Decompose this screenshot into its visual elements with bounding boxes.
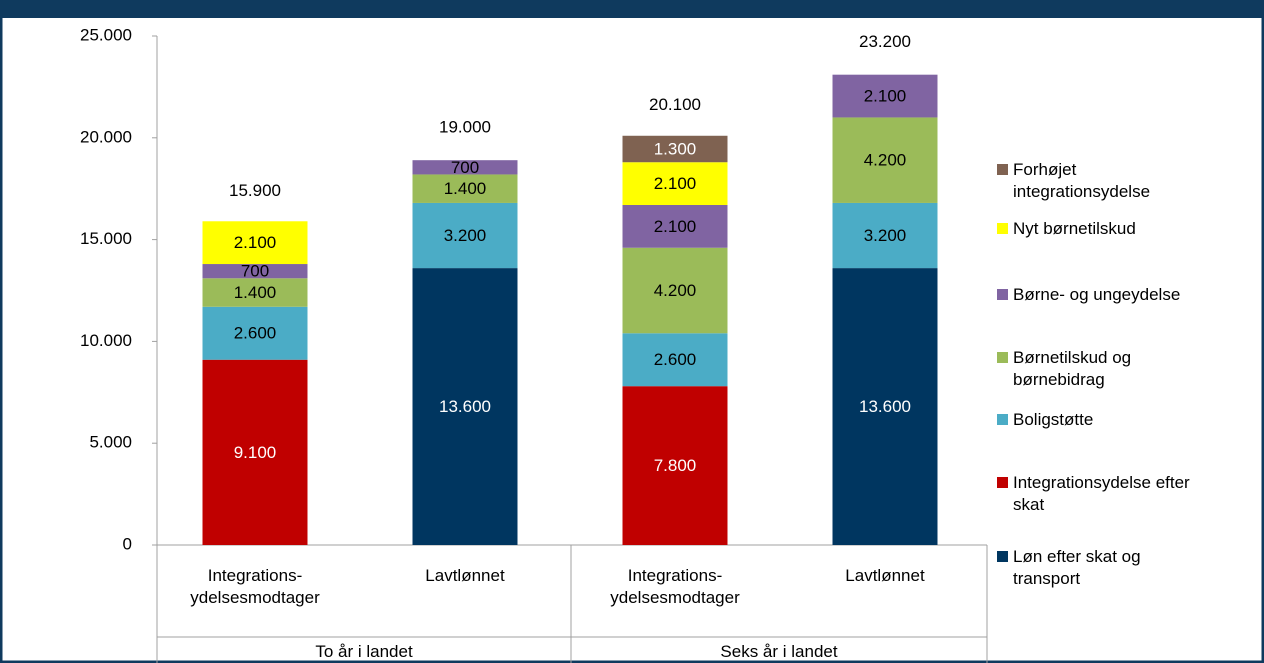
data-label: 2.100 <box>654 217 697 236</box>
bar-segment <box>202 278 308 307</box>
y-tick-label: 5.000 <box>89 433 132 452</box>
bar-segment <box>832 117 938 203</box>
bar-segment <box>202 264 308 279</box>
bar-segment <box>622 386 728 545</box>
data-label: 1.400 <box>444 179 487 198</box>
data-label: 2.100 <box>654 174 697 193</box>
legend-label: Løn efter skat og transport <box>1013 547 1141 588</box>
legend-label: Børne- og ungeydelse <box>1013 285 1181 304</box>
bar-segment <box>832 268 938 545</box>
data-label: 3.200 <box>864 226 907 245</box>
x-tick-label: Lavtlønnet <box>845 566 925 585</box>
bar-segment <box>412 174 518 203</box>
data-label: 4.200 <box>654 281 697 300</box>
legend-swatch <box>997 223 1008 234</box>
bar-segment <box>622 204 728 248</box>
legend-swatch <box>997 352 1008 363</box>
total-label: 20.100 <box>649 95 701 114</box>
header-band <box>0 0 1264 18</box>
legend-swatch <box>997 551 1008 562</box>
x-tick-label: Integrations-ydelsesmodtager <box>610 566 740 607</box>
legend-swatch <box>997 477 1008 488</box>
legend-label: Børnetilskud og børnebidrag <box>1013 348 1132 389</box>
data-label: 700 <box>451 158 479 177</box>
data-label: 13.600 <box>859 397 911 416</box>
data-label: 2.100 <box>234 233 277 252</box>
total-label: 19.000 <box>439 118 491 137</box>
data-label: 9.100 <box>234 443 277 462</box>
bar-segment <box>622 333 728 387</box>
bar-segment <box>832 202 938 269</box>
x-tick-label: Integrations-ydelsesmodtager <box>190 566 320 607</box>
legend-swatch <box>997 164 1008 175</box>
total-label: 15.900 <box>229 181 281 200</box>
legend-label: Forhøjet integrationsydelse <box>1013 160 1151 201</box>
bar-segment <box>832 74 938 118</box>
bar-segment <box>622 162 728 205</box>
y-tick-label: 20.000 <box>80 127 132 146</box>
y-tick-label: 10.000 <box>80 331 132 350</box>
bar-segment <box>412 160 518 175</box>
bar-segment <box>202 221 308 265</box>
group-label: To år i landet <box>315 642 413 661</box>
data-label: 4.200 <box>864 151 907 170</box>
bar-segment <box>202 359 308 545</box>
data-label: 13.600 <box>439 397 491 416</box>
x-tick-label: Lavtlønnet <box>425 566 505 585</box>
legend-swatch <box>997 289 1008 300</box>
data-label: 700 <box>241 262 269 281</box>
y-tick-label: 0 <box>123 534 132 553</box>
bar-segment <box>412 268 518 545</box>
bar-segment <box>622 135 728 163</box>
data-label: 7.800 <box>654 456 697 475</box>
data-label: 3.200 <box>444 226 487 245</box>
y-tick-label: 15.000 <box>80 229 132 248</box>
group-label: Seks år i landet <box>720 642 838 661</box>
legend-label: Boligstøtte <box>1013 410 1094 429</box>
bar-segment <box>622 247 728 334</box>
bar-segment <box>202 306 308 360</box>
legend-label: Nyt børnetilskud <box>1013 219 1136 238</box>
data-label: 2.600 <box>234 324 277 343</box>
y-tick-label: 25.000 <box>80 25 132 44</box>
bar-segment <box>412 202 518 269</box>
data-label: 1.300 <box>654 139 697 158</box>
legend-label: Integrationsydelse efter skat <box>1013 473 1190 514</box>
data-label: 1.400 <box>234 283 277 302</box>
total-label: 23.200 <box>859 32 911 51</box>
data-label: 2.600 <box>654 350 697 369</box>
legend-swatch <box>997 414 1008 425</box>
data-label: 2.100 <box>864 87 907 106</box>
